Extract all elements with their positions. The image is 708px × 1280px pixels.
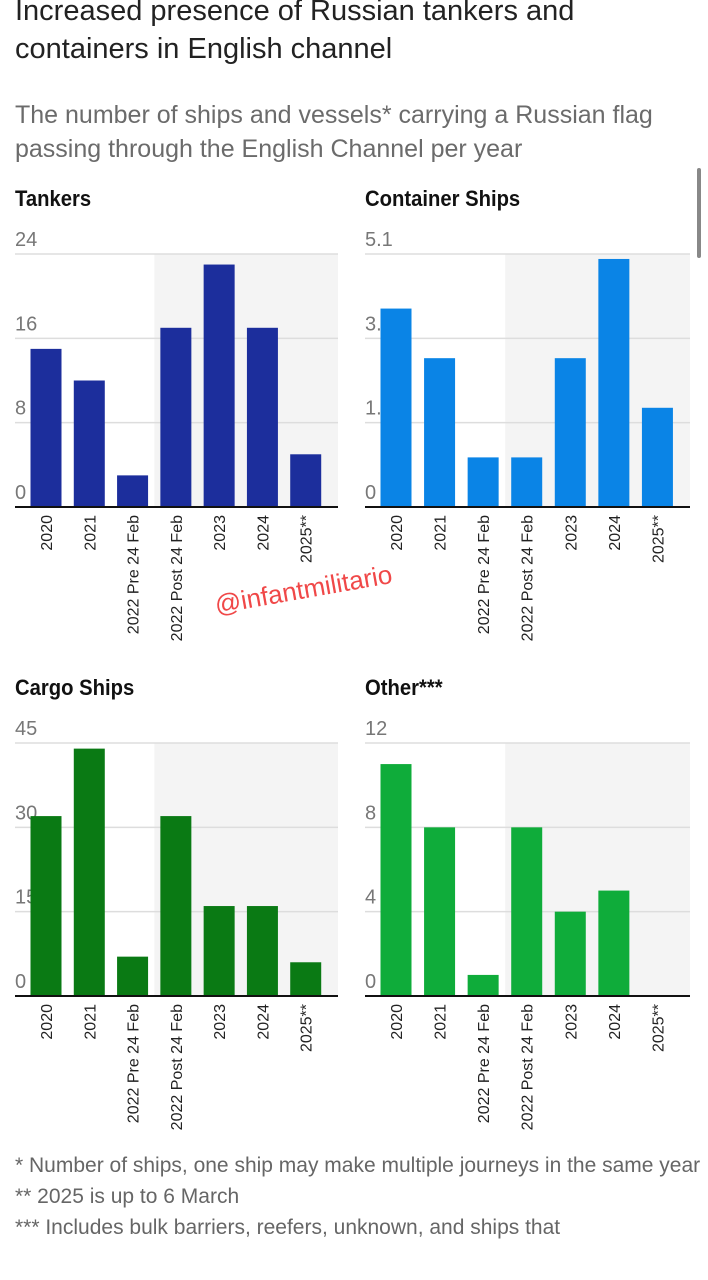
bar xyxy=(246,906,278,996)
x-tick-label: 2022 Post 24 Feb xyxy=(520,1004,537,1130)
bar xyxy=(424,358,456,507)
bar xyxy=(73,380,105,507)
bar xyxy=(467,974,499,996)
panel-tankers: Tankers 0 8 16 24 2020 2021 2022 Pre 24 Feb 202… xyxy=(15,186,340,641)
panel-title: Cargo Ships xyxy=(15,675,135,700)
x-tick-label: 2025** xyxy=(299,515,316,563)
x-tick-label: 2020 xyxy=(389,515,406,551)
panel-title: Container Ships xyxy=(365,186,521,211)
y-tick-label: 0 xyxy=(365,971,376,993)
y-tick-label: 4 xyxy=(365,887,376,909)
bar xyxy=(290,454,322,507)
bar xyxy=(380,308,412,507)
chart-subtitle: The number of ships and vessels* carryin… xyxy=(15,101,653,163)
x-tick-label: 2021 xyxy=(433,515,450,551)
other-chart: 0 4 8 12 2020 2021 2022 Pre 24 Feb 2022 Post 24… xyxy=(365,718,690,1130)
bar xyxy=(160,327,192,507)
x-tick-label: 2024 xyxy=(607,1004,624,1040)
footnotes: * Number of ships, one ship may make mul… xyxy=(15,1150,705,1243)
bar xyxy=(73,748,105,996)
x-tick-label: 2022 Pre 24 Feb xyxy=(476,515,493,634)
y-tick-label: 0 xyxy=(15,482,26,504)
x-tick-label: 2023 xyxy=(212,515,229,551)
y-tick-label: 16 xyxy=(15,313,37,335)
x-tick-label: 2024 xyxy=(255,515,272,551)
bar xyxy=(554,911,586,996)
x-tick-label: 2025** xyxy=(650,515,667,563)
footnote: * Number of ships, one ship may make mul… xyxy=(15,1154,701,1177)
panel-other: Other*** 0 4 8 12 2020 2021 2022 Pre 24 Feb 202… xyxy=(365,675,690,1130)
x-tick-label: 2023 xyxy=(212,1004,229,1040)
x-tick-label: 2021 xyxy=(433,1004,450,1040)
bar xyxy=(598,890,630,996)
x-tick-label: 2022 Post 24 Feb xyxy=(169,1004,186,1130)
y-tick-label: 0 xyxy=(15,971,26,993)
y-tick-label: 8 xyxy=(15,398,26,420)
x-tick-label: 2024 xyxy=(607,515,624,551)
bar xyxy=(203,264,235,507)
x-tick-label: 2020 xyxy=(39,515,56,551)
x-tick-label: 2024 xyxy=(255,1004,272,1040)
panel-title: Other*** xyxy=(365,675,443,700)
bar xyxy=(511,827,543,996)
tankers-chart: 0 8 16 24 2020 2021 2022 Pre 24 Feb 2022 Post 2… xyxy=(15,229,338,641)
y-tick-label: 0 xyxy=(365,482,376,504)
y-tick-label: 24 xyxy=(15,229,37,251)
x-tick-label: 2022 Pre 24 Feb xyxy=(126,1004,143,1123)
bar xyxy=(598,258,630,507)
x-tick-label: 2023 xyxy=(563,1004,580,1040)
x-tick-label: 2021 xyxy=(82,515,99,551)
y-tick-label: 5.1 xyxy=(365,229,393,251)
panel-title: Tankers xyxy=(15,186,92,211)
y-tick-label: 8 xyxy=(365,802,376,824)
footnote: ** 2025 is up to 6 March xyxy=(15,1185,240,1208)
panel-cargo-ships: Cargo Ships 0 15 30 45 2020 2021 2022 Pre 24 F… xyxy=(15,675,340,1130)
x-tick-label: 2025** xyxy=(650,1004,667,1052)
bar xyxy=(641,407,673,507)
bar xyxy=(290,962,322,996)
bar xyxy=(246,327,278,507)
x-tick-label: 2025** xyxy=(299,1004,316,1052)
bar xyxy=(117,956,149,996)
panel-container-ships: Container Ships 0 1.7 3.4 5.1 2020 2021 2022 P… xyxy=(365,186,690,641)
y-tick-label: 12 xyxy=(365,718,387,740)
bar xyxy=(30,348,62,507)
x-tick-label: 2023 xyxy=(563,515,580,551)
x-tick-label: 2022 Pre 24 Feb xyxy=(126,515,143,634)
bar xyxy=(424,827,456,996)
bar xyxy=(554,358,586,507)
x-tick-label: 2022 Pre 24 Feb xyxy=(476,1004,493,1123)
bar xyxy=(203,906,235,996)
x-tick-label: 2021 xyxy=(82,1004,99,1040)
bar xyxy=(467,457,499,507)
x-tick-label: 2022 Post 24 Feb xyxy=(169,515,186,641)
bar xyxy=(511,457,543,507)
x-tick-label: 2020 xyxy=(389,1004,406,1040)
bar xyxy=(30,816,62,996)
bar xyxy=(380,764,412,996)
x-tick-label: 2020 xyxy=(39,1004,56,1040)
chart-title: Increased presence of Russian tankers an… xyxy=(15,0,575,65)
bar xyxy=(160,816,192,996)
y-tick-label: 45 xyxy=(15,718,37,740)
bar xyxy=(117,475,149,507)
x-tick-label: 2022 Post 24 Feb xyxy=(520,515,537,641)
scrollbar[interactable] xyxy=(697,168,701,258)
footnote: *** Includes bulk barriers, reefers, unk… xyxy=(15,1216,561,1239)
